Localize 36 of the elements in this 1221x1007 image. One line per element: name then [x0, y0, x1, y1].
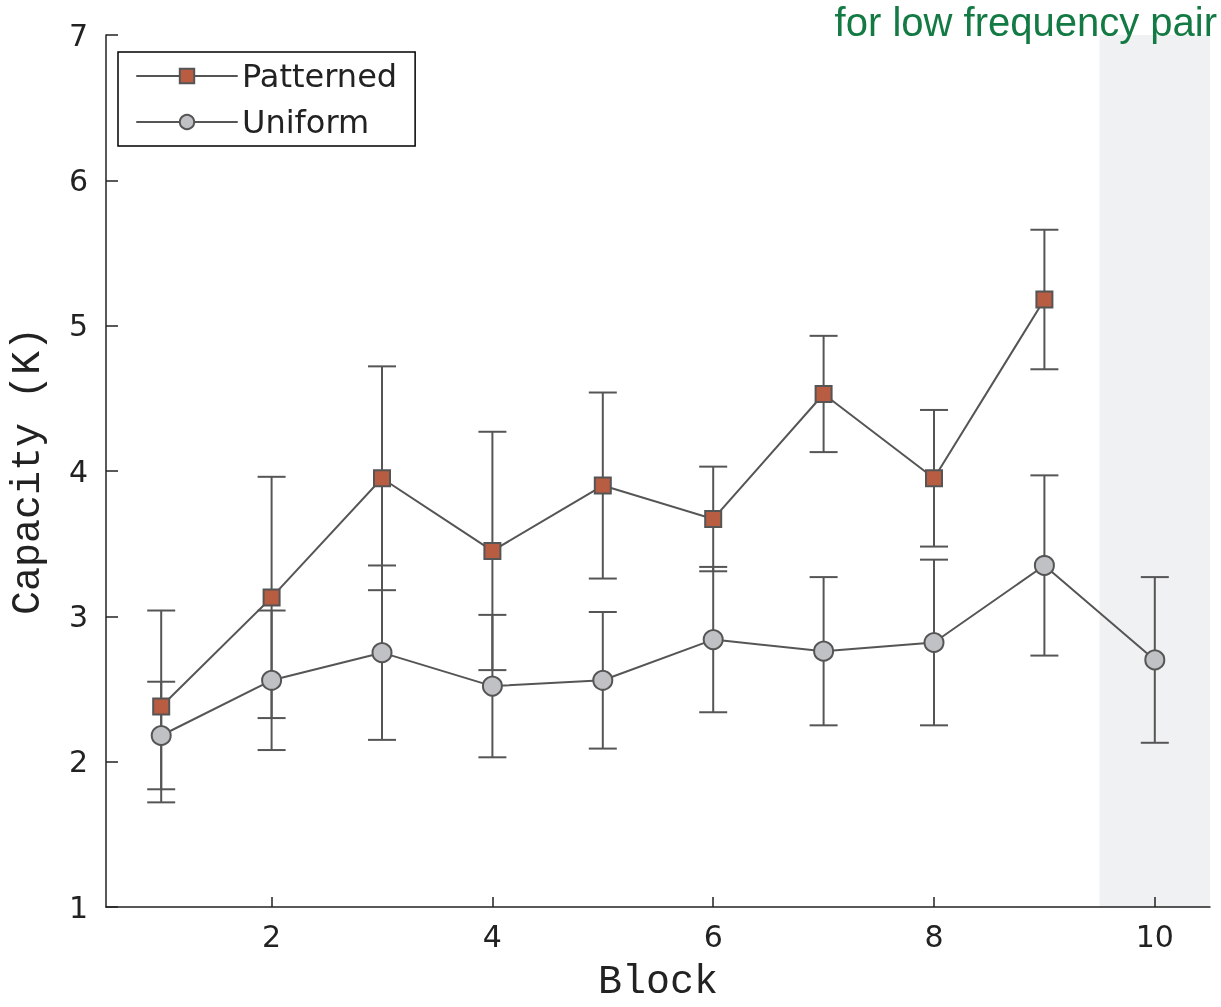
point: [593, 476, 612, 495]
x-tick-label: 10: [1135, 918, 1174, 954]
x-tick-label: 2: [262, 918, 282, 954]
point: [371, 642, 393, 664]
point: [373, 469, 391, 488]
point: [702, 629, 724, 651]
x-axis-title: Block: [597, 959, 719, 1005]
point: [814, 384, 833, 403]
y-tick-label: 3: [68, 598, 88, 634]
annotation: for low frequency pair: [834, 0, 1217, 44]
y-tick-label: 6: [68, 162, 88, 198]
y-tick-label: 1: [68, 889, 88, 925]
point: [262, 588, 281, 607]
legend-label: Uniform: [242, 103, 370, 141]
point: [481, 675, 503, 697]
x-tick-label: 6: [703, 918, 723, 954]
legend-label: Patterned: [242, 57, 398, 95]
point: [923, 632, 945, 653]
point: [150, 725, 172, 746]
point: [813, 640, 835, 662]
point: [152, 697, 171, 716]
x-tick-label: 8: [924, 918, 944, 954]
y-tick-label: 5: [68, 308, 88, 344]
y-axis-title: Capacity (K): [5, 326, 51, 616]
y-tick-label: 7: [68, 17, 88, 53]
point: [1033, 554, 1055, 576]
point: [483, 541, 502, 560]
y-tick-label: 4: [68, 453, 88, 489]
x-tick-label: 4: [482, 918, 502, 954]
point: [1035, 290, 1054, 309]
point: [925, 469, 943, 488]
y-tick-label: 2: [68, 744, 88, 780]
point: [704, 509, 723, 528]
point: [1144, 649, 1166, 671]
point: [592, 669, 614, 691]
point: [261, 669, 283, 691]
